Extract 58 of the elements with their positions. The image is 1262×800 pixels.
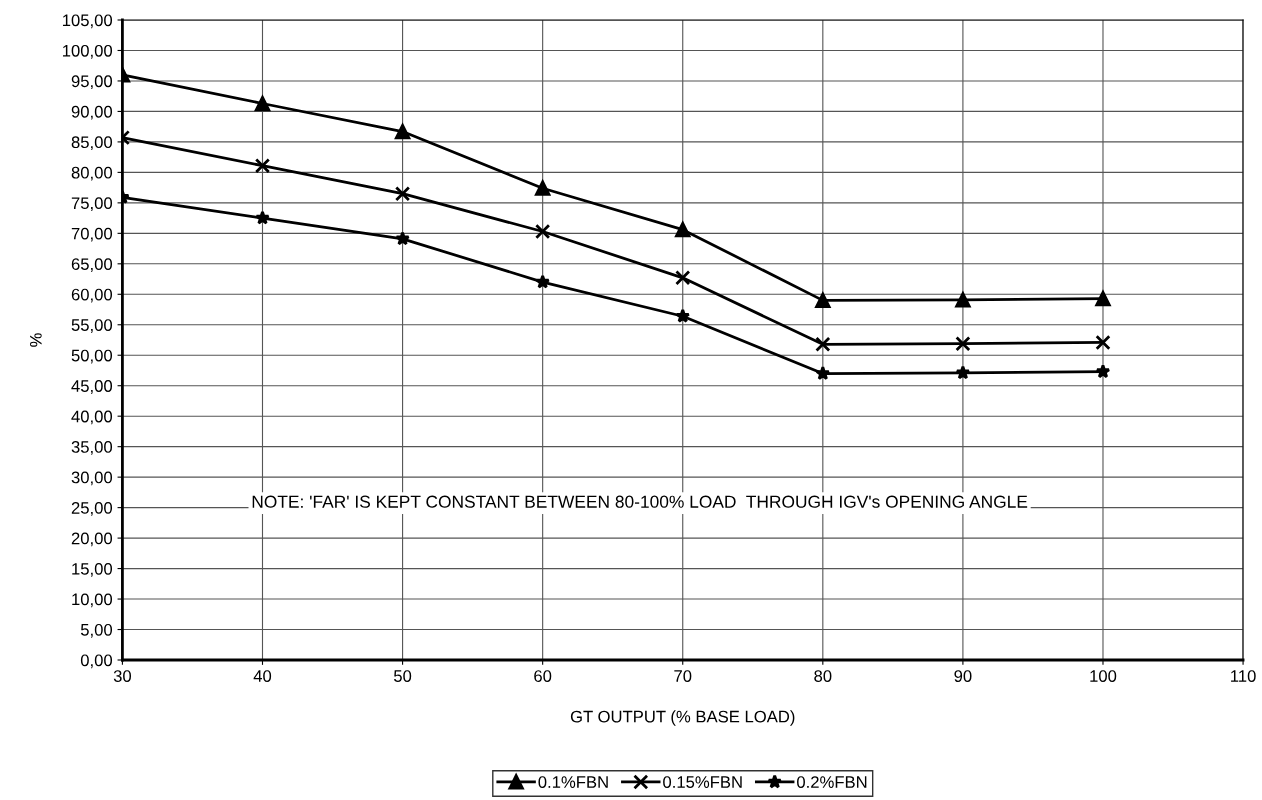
- point: [675, 222, 691, 238]
- point: [394, 123, 411, 140]
- x-tick-label: 60: [534, 670, 552, 682]
- point: [1095, 364, 1111, 379]
- y-tick-label: 60,00: [71, 288, 113, 303]
- y-tick-label: 10,00: [72, 593, 113, 608]
- point: [254, 95, 271, 112]
- point: [395, 231, 410, 246]
- y-tick-label: 35,00: [71, 441, 113, 455]
- y-tick-label: 30,00: [71, 471, 113, 486]
- point: [255, 210, 270, 225]
- x-tick-label: 50: [393, 670, 412, 682]
- y-tick-label: 90,00: [71, 105, 113, 120]
- x-tick-label: 80: [814, 670, 832, 682]
- y-axis-title: %: [30, 333, 42, 347]
- legend-label: 0.2%FBN: [797, 776, 867, 788]
- point: [815, 336, 831, 352]
- y-tick-label: 40,00: [71, 410, 113, 425]
- point: [955, 336, 971, 352]
- point: [1095, 334, 1111, 351]
- point: [815, 292, 831, 309]
- y-tick-label: 105,00: [62, 14, 113, 29]
- y-tick-label: 55,00: [71, 319, 113, 333]
- point: [394, 186, 411, 202]
- x-tick-label: 100: [1090, 670, 1117, 682]
- x-tick-label: 30: [113, 670, 132, 682]
- point: [675, 308, 691, 323]
- x-tick-label: 90: [954, 670, 972, 682]
- point: [535, 223, 551, 240]
- y-tick-label: 0,00: [80, 654, 113, 669]
- point: [1095, 290, 1111, 307]
- y-tick-label: 15,00: [72, 562, 113, 577]
- legend-label: 0.15%FBN: [663, 776, 742, 788]
- y-tick-label: 65,00: [71, 258, 113, 272]
- y-tick-label: 80,00: [71, 166, 113, 181]
- y-tick-label: 70,00: [71, 227, 113, 242]
- point: [815, 365, 831, 380]
- y-tick-label: 85,00: [71, 136, 113, 151]
- y-tick-label: 75,00: [71, 197, 113, 212]
- x-tick-label: 110: [1231, 670, 1256, 682]
- x-tick-label: 70: [674, 670, 692, 682]
- annotation: NOTE: 'FAR' IS KEPT CONSTANT BETWEEN 80-100% LOAD THROUGH IGV's OPENING ANGLE: [252, 495, 1028, 508]
- point: [955, 292, 971, 308]
- x-tick-label: 40: [253, 670, 272, 682]
- y-tick-label: 45,00: [71, 380, 113, 394]
- x-axis-title: GT OUTPUT (% BASE LOAD): [570, 710, 795, 726]
- point: [254, 158, 271, 174]
- y-tick-label: 95,00: [71, 75, 113, 90]
- y-tick-label: 5,00: [80, 623, 113, 638]
- point: [535, 180, 551, 196]
- point: [955, 365, 971, 380]
- legend-label: 0.1%FBN: [538, 776, 608, 788]
- y-tick-label: 50,00: [71, 349, 113, 364]
- y-tick-label: 100,00: [62, 44, 113, 59]
- y-tick-label: 20,00: [71, 532, 113, 547]
- y-tick-label: 25,00: [71, 502, 113, 516]
- point: [535, 274, 550, 289]
- point: [675, 270, 691, 286]
